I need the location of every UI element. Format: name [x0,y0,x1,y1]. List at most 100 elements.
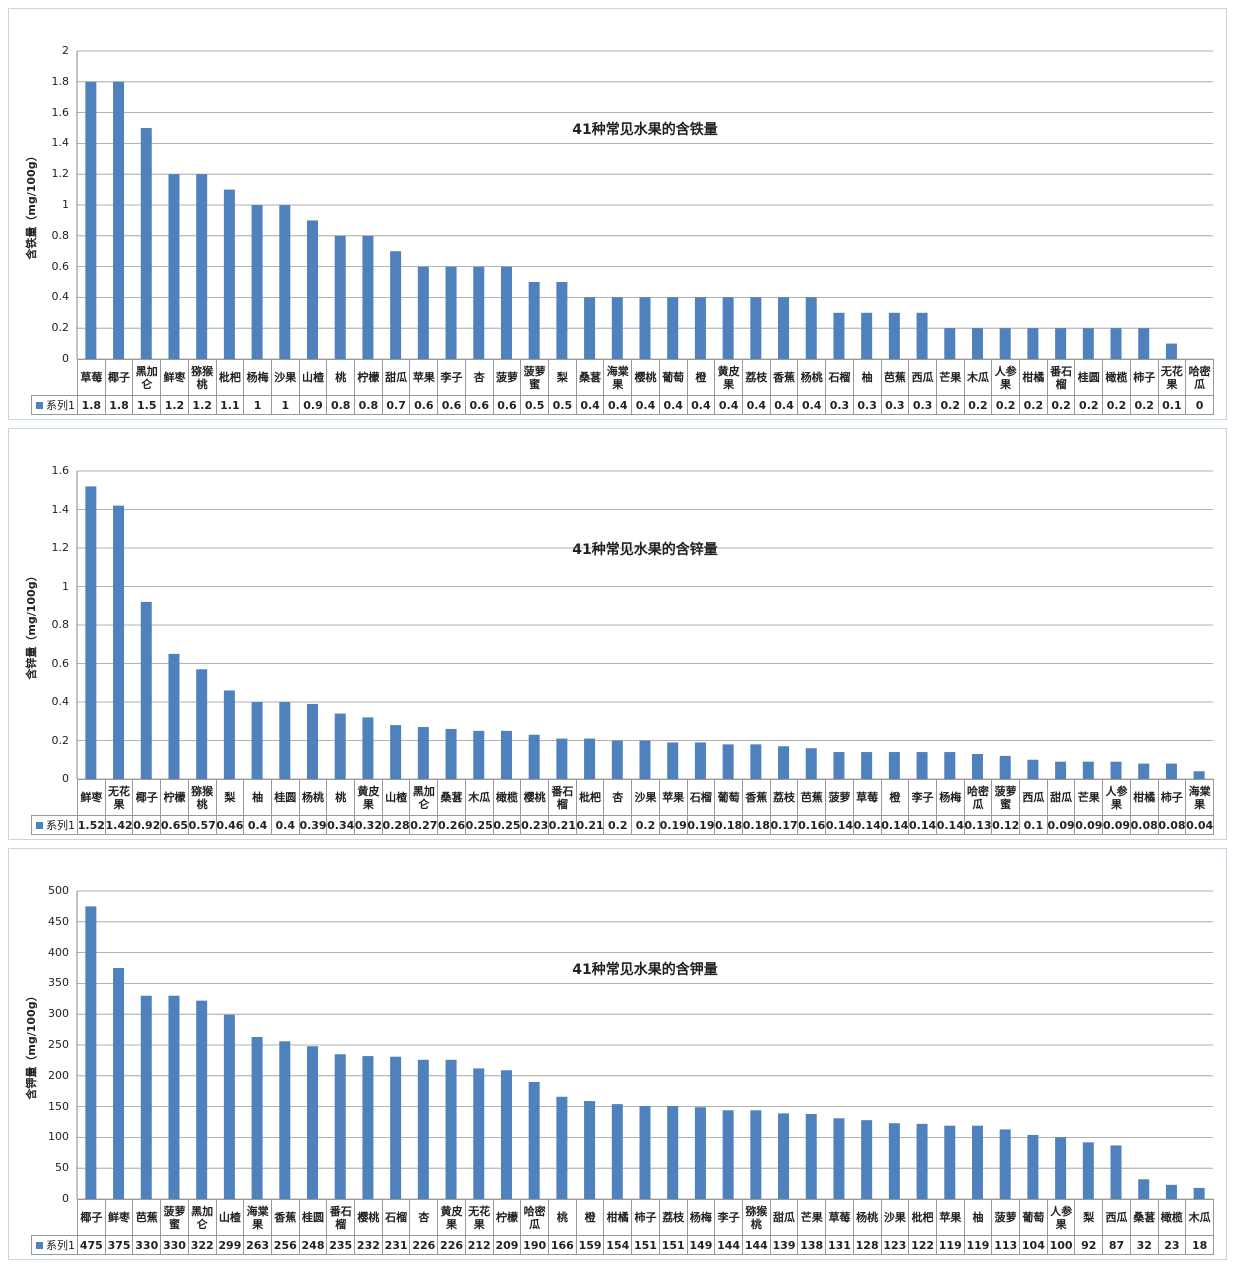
x-tick-label: 杨桃 [800,371,823,384]
value-cell: 0.2 [631,815,660,835]
x-tick-label: 山楂 [218,1211,241,1224]
y-axis-label: 含铁量（mg/100g） [25,150,38,260]
category-cell: 木瓜 [464,779,494,816]
y-axis-label: 含锌量（mg/100g） [25,570,38,680]
x-tick-label: 杨桃 [302,791,324,804]
bar [944,328,956,359]
value-cell: 0.5 [548,395,577,415]
bar [1027,1134,1039,1199]
x-tick-label: 桂圆 [1077,371,1100,384]
bar [140,995,152,1199]
legend-swatch [36,1241,43,1249]
x-tick-label: 无花果 [108,784,131,811]
y-tick-label: 0.2 [51,733,70,747]
bar [694,1107,706,1199]
category-cell: 人参果 [1046,1199,1076,1236]
value-cell: 0.23 [520,815,550,835]
category-cell: 鲜枣 [77,779,106,816]
x-tick-label: 黄皮果 [440,1204,463,1231]
category-cell: 桂圆 [1074,359,1104,396]
category-cell: 桑葚 [437,779,466,816]
category-cell: 椰子 [132,779,162,816]
category-cell: 桃 [326,359,356,396]
category-cell: 甜瓜 [1046,779,1076,816]
value-cell: 375 [104,1235,134,1255]
x-tick-label: 黄皮果 [357,784,380,811]
value-cell: 0.39 [298,815,328,835]
bar [168,653,180,779]
value-cell: 0.4 [575,395,605,415]
y-tick-label: 0.2 [51,321,70,335]
category-cell: 柚 [243,779,272,816]
bar [528,734,540,779]
category-cell: 菠萝蜜 [160,1199,189,1236]
category-cell: 桂圆 [270,779,300,816]
value-cell: 0.09 [1074,815,1104,835]
category-cell: 鲜枣 [104,1199,134,1236]
value-cell: 248 [298,1235,328,1255]
y-tick-label: 1.6 [51,105,70,119]
category-cell: 甜瓜 [769,1199,799,1236]
category-cell: 西瓜 [1102,1199,1131,1236]
category-cell: 柚 [852,359,882,396]
x-tick-label: 草莓 [828,1211,851,1224]
value-cell: 0.4 [658,395,688,415]
x-tick-label: 菠萝 [828,791,851,804]
category-cell: 山楂 [298,359,328,396]
category-cell: 黑加仑 [132,359,162,396]
x-tick-label: 桑葚 [1133,1211,1156,1224]
value-cell: 138 [797,1235,827,1255]
x-tick-label: 樱桃 [357,1211,380,1224]
value-cell: 0.32 [354,815,383,835]
bar [750,744,762,779]
legend-cell: 系列1 [31,395,78,415]
bar [944,752,956,779]
bar [611,740,623,779]
category-cell: 木瓜 [1185,1199,1214,1236]
value-cell: 322 [187,1235,217,1255]
category-cell: 黄皮果 [437,1199,466,1236]
bar [722,297,734,359]
x-tick-label: 桑葚 [579,371,602,384]
value-cell: 0.3 [880,395,910,415]
bar [113,81,125,360]
value-cell: 212 [464,1235,494,1255]
category-cell: 菠萝 [991,1199,1021,1236]
category-cell: 石榴 [686,779,716,816]
x-tick-label: 橄榄 [1105,371,1128,384]
x-tick-label: 橙 [695,371,707,384]
category-cell: 黄皮果 [714,359,743,396]
bar [1110,328,1122,359]
bar [1055,761,1067,779]
category-cell: 杨梅 [935,779,965,816]
chart-title: 41种常见水果的含铁量 [572,122,718,138]
value-cell: 154 [603,1235,633,1255]
category-cell: 海棠果 [243,1199,272,1236]
x-tick-label: 猕猴桃 [191,364,214,391]
value-cell: 1.42 [104,815,134,835]
x-tick-label: 无花果 [1160,364,1183,391]
value-cell: 0.21 [548,815,577,835]
chart-panel: 0 50 100 150 200 250 300 350 400 450 500 41种常见水果的含钾… [8,848,1227,1260]
value-cell: 0.09 [1102,815,1131,835]
x-tick-label: 柿子 [634,1211,657,1224]
bar [667,1105,679,1199]
bar [1082,1142,1094,1199]
x-tick-label: 菠萝 [994,1211,1017,1224]
value-cell: 235 [326,1235,356,1255]
value-cell: 0.4 [603,395,633,415]
value-cell: 0.6 [492,395,522,415]
bar [390,725,402,779]
value-cell: 1.2 [160,395,189,415]
x-tick-label: 甜瓜 [385,371,408,384]
category-cell: 石榴 [381,1199,411,1236]
category-cell: 柿子 [1129,359,1159,396]
bar [1110,1145,1122,1199]
bar [722,744,734,779]
bar [861,752,873,779]
category-cell: 山楂 [215,1199,245,1236]
category-cell: 葡萄 [658,359,688,396]
y-tick-label: 400 [48,945,69,959]
x-tick-label: 杨梅 [939,791,962,804]
category-cell: 山楂 [381,779,411,816]
